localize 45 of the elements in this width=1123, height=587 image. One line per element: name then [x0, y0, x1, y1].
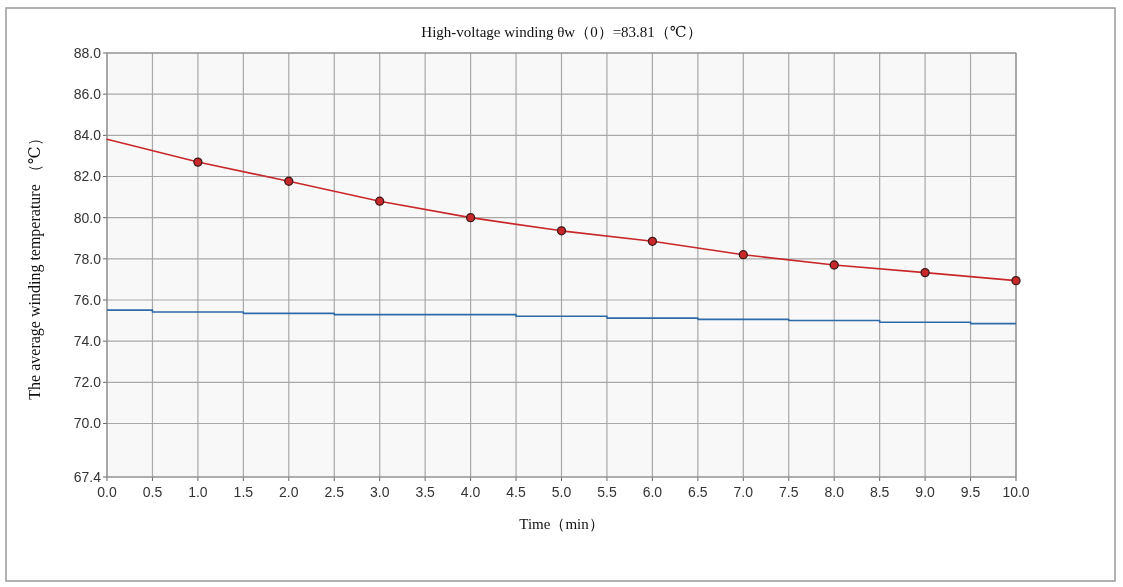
x-tick-label: 9.0 — [915, 484, 936, 500]
x-tick-label: 2.5 — [324, 484, 345, 500]
point — [556, 226, 567, 236]
point — [829, 260, 839, 270]
x-tick-label: 3.0 — [369, 484, 390, 500]
x-tick-label: 3.5 — [415, 484, 436, 500]
y-tick-label: 70.0 — [73, 415, 102, 432]
y-tick-label: 76.0 — [73, 291, 102, 308]
x-tick-label: 4.5 — [506, 484, 526, 500]
y-tick-label: 78.0 — [73, 250, 102, 267]
point — [647, 236, 658, 246]
x-tick-label: 5.5 — [597, 484, 617, 500]
x-tick-label: 8.0 — [824, 484, 845, 500]
x-tick-label: 5.0 — [551, 484, 572, 500]
point — [284, 176, 294, 186]
x-tick-label: 1.5 — [233, 484, 254, 500]
y-tick-label: 67.4 — [73, 469, 102, 485]
point — [920, 267, 930, 278]
chart-title: High-voltage winding θw（0）=83.81（℃） — [421, 24, 702, 40]
y-tick-label: 86.0 — [73, 86, 102, 103]
y-tick-label: 74.0 — [73, 333, 102, 350]
point — [193, 157, 203, 167]
y-axis-title: The average winding temperature （℃） — [26, 130, 44, 400]
y-tick-label: 72.0 — [73, 374, 102, 391]
x-tick-label: 0.5 — [142, 484, 163, 500]
point — [738, 250, 748, 260]
x-tick-label: 8.5 — [869, 484, 890, 500]
x-tick-label: 7.5 — [779, 484, 799, 500]
x-tick-label: 2.0 — [279, 484, 299, 500]
y-tick-label: 80.0 — [73, 209, 102, 226]
x-tick-label: 10.0 — [1002, 484, 1030, 500]
y-tick-label: 88.0 — [73, 45, 102, 61]
point — [375, 196, 385, 206]
x-axis-title: Time（min） — [519, 516, 604, 532]
x-tick-label: 6.5 — [688, 484, 708, 500]
x-tick-label: 1.0 — [188, 484, 208, 500]
x-tick-label: 0.0 — [97, 484, 117, 500]
x-tick-label: 4.0 — [460, 484, 481, 500]
x-tick-label: 6.0 — [642, 484, 663, 500]
y-tick-label: 84.0 — [73, 127, 102, 144]
point — [465, 213, 476, 223]
point — [1011, 275, 1021, 286]
x-tick-label: 7.0 — [733, 484, 754, 500]
x-tick-label: 9.5 — [960, 484, 981, 500]
y-tick-label: 82.0 — [73, 168, 102, 185]
